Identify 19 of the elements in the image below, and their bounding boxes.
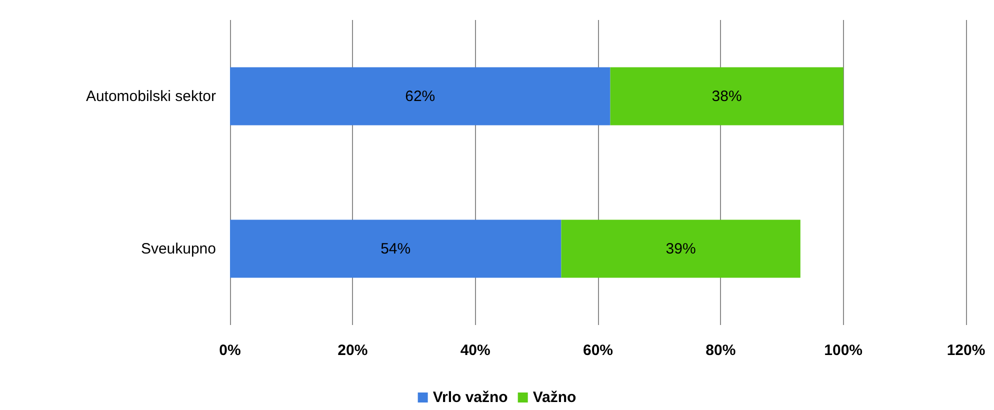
data-label: 38% xyxy=(712,88,742,105)
y-tick-label: Automobilski sektor xyxy=(86,88,216,105)
bar xyxy=(561,220,800,278)
x-tick-label: 60% xyxy=(582,342,614,359)
x-tick-label: 40% xyxy=(460,342,490,359)
bar xyxy=(230,220,562,278)
data-label: 39% xyxy=(666,240,696,258)
bar xyxy=(610,67,844,126)
x-tick-label: 0% xyxy=(219,342,241,359)
x-tick-label: 100% xyxy=(824,342,863,359)
legend-label: Važno xyxy=(532,389,576,406)
bar xyxy=(230,67,610,126)
x-tick-label: 20% xyxy=(338,342,368,359)
x-tick-label: 120% xyxy=(946,342,986,359)
legend-label: Vrlo važno xyxy=(432,389,508,406)
data-label: 54% xyxy=(380,240,411,258)
y-tick-label: Sveukupno xyxy=(140,240,216,258)
data-label: 62% xyxy=(405,88,436,105)
x-tick-label: 80% xyxy=(706,342,736,359)
